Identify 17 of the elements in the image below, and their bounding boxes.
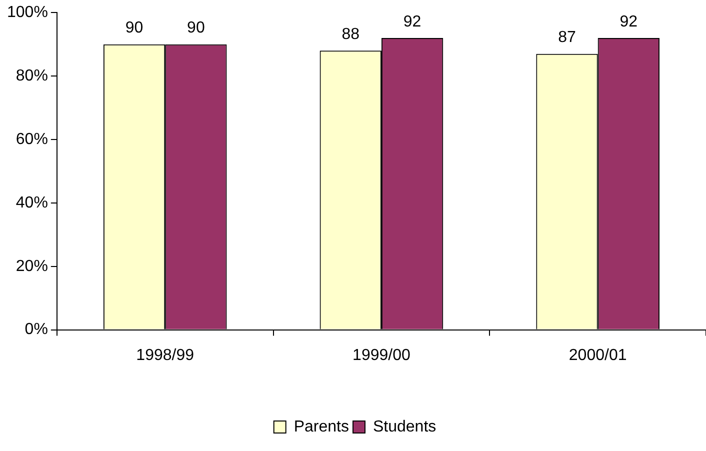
y-tick-label: 20% [16, 258, 48, 275]
data-label: 88 [342, 26, 360, 44]
y-tick-label: 100% [7, 4, 48, 22]
data-label: 90 [187, 20, 205, 37]
y-tick-label: 80% [16, 67, 48, 84]
data-label: 92 [403, 13, 422, 30]
x-tick-label: 2000/01 [568, 346, 627, 364]
legend-label: Students [372, 418, 436, 436]
data-label: 90 [125, 20, 144, 37]
x-tick-label: 1998/99 [136, 346, 194, 364]
data-label: 87 [558, 29, 576, 46]
y-tick-label: 60% [16, 130, 48, 148]
y-tick-label: 40% [16, 194, 48, 212]
x-tick-label: 1999/00 [352, 346, 410, 364]
y-tick-label: 0% [24, 321, 48, 338]
legend-label: Parents [294, 418, 349, 436]
data-label: 92 [620, 13, 638, 30]
